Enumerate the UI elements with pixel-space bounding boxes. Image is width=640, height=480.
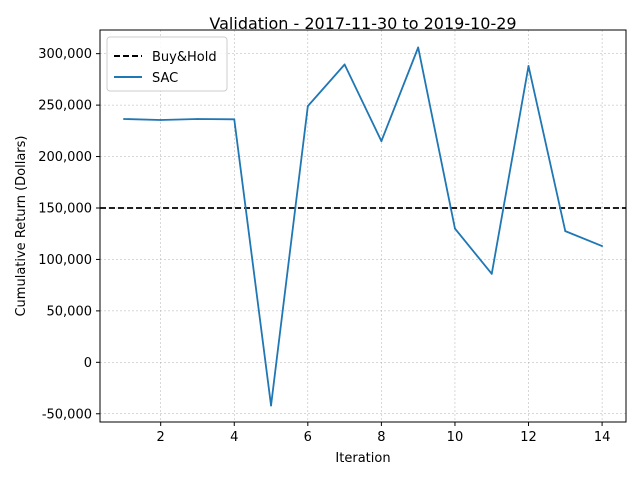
x-axis: 2 4 6 8 10 12 14 — [157, 422, 611, 445]
x-tick-label: 4 — [230, 430, 238, 445]
sac-data-point — [490, 272, 493, 275]
plot-frame — [99, 29, 627, 423]
y-tick-label: 250,000 — [38, 99, 92, 114]
x-tick-label: 14 — [594, 430, 611, 445]
y-axis: -50,000 0 50,000 100,000 150,000 200,000 250,0… — [38, 47, 100, 422]
sac-data-point — [233, 118, 236, 121]
plot-area — [100, 30, 626, 422]
x-tick-label: 6 — [304, 430, 312, 445]
x-axis-label: Iteration — [335, 451, 390, 466]
sac-data-point — [417, 46, 420, 49]
series-layer — [100, 46, 626, 407]
chart-title: Validation - 2017-11-30 to 2019-10-29 — [209, 14, 516, 33]
legend: Buy&Hold SAC — [106, 36, 228, 92]
y-tick-label: 300,000 — [38, 47, 92, 62]
sac-data-point — [564, 230, 567, 233]
x-tick-label: 2 — [157, 430, 165, 445]
x-tick-label: 10 — [447, 430, 464, 445]
legend-label-buy-hold: Buy&Hold — [152, 50, 217, 65]
sac-data-point — [343, 63, 346, 66]
y-axis-label: Cumulative Return (Dollars) — [14, 135, 29, 316]
sac-data-point — [123, 118, 125, 120]
y-tick-label: 100,000 — [38, 253, 92, 268]
legend-label-sac: SAC — [152, 71, 178, 86]
x-tick-label: 8 — [377, 430, 385, 445]
sac-data-point — [380, 140, 383, 143]
sac-data-point — [527, 65, 530, 67]
sac-data-point — [601, 245, 603, 247]
x-tick-label: 12 — [520, 430, 537, 445]
y-tick-label: 50,000 — [47, 304, 93, 319]
sac-data-point — [270, 404, 272, 407]
y-tick-label: 0 — [84, 356, 92, 371]
sac-data-point — [159, 119, 162, 121]
y-tick-label: 150,000 — [38, 201, 92, 216]
sac-data-point — [196, 118, 199, 120]
y-tick-label: 200,000 — [38, 150, 92, 165]
sac-data-point — [454, 227, 456, 230]
sac-data-point — [306, 105, 309, 108]
y-tick-label: -50,000 — [42, 407, 92, 422]
series-line-sac — [123, 46, 603, 407]
